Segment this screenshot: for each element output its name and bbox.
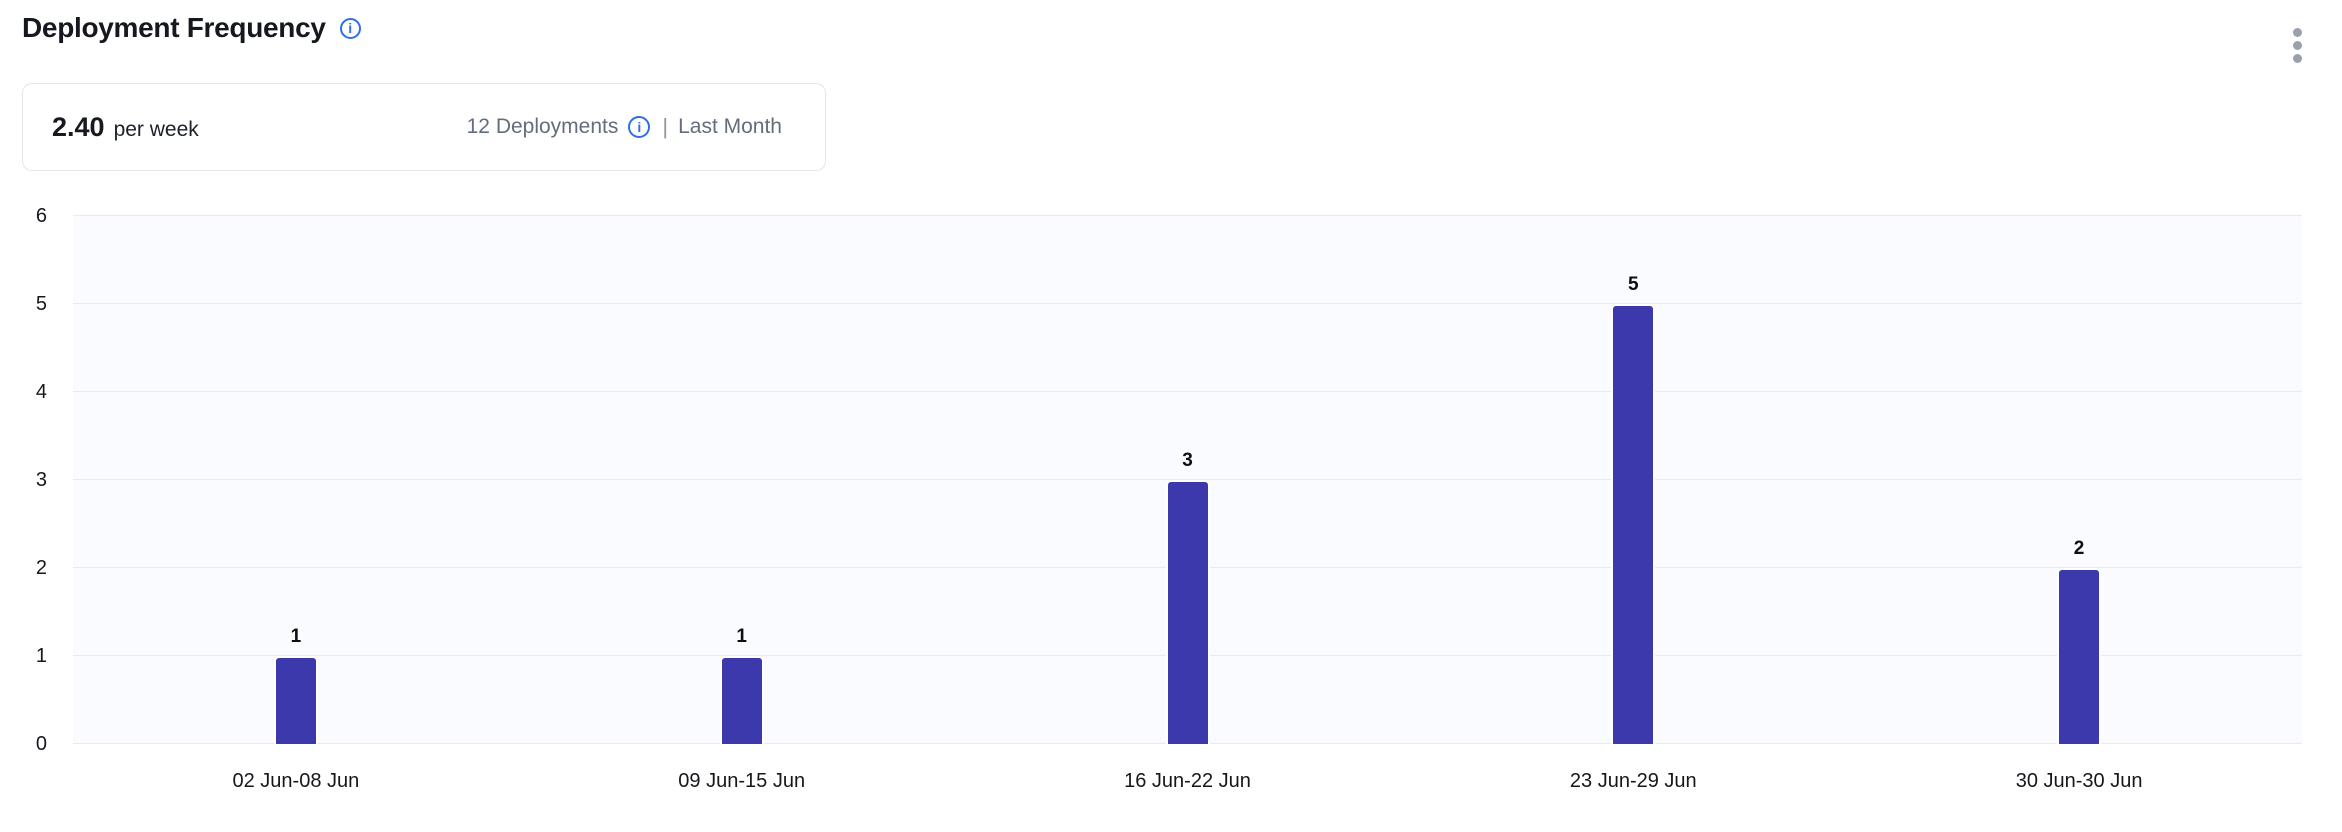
y-tick-label: 5 (35, 293, 47, 315)
bar-value-label: 2 (2073, 538, 2085, 559)
plot-area: 1 1 3 5 2 (73, 215, 2302, 744)
x-axis-label: 09 Jun-15 Jun (678, 770, 806, 792)
bar-value-label: 1 (736, 626, 747, 647)
bar-value-label: 1 (290, 626, 302, 647)
x-axis-label: 02 Jun-08 Jun (232, 770, 360, 792)
bar[interactable] (719, 656, 764, 744)
bar-value-label: 5 (1628, 274, 1639, 295)
gridline (73, 391, 2302, 392)
gridline (73, 303, 2302, 304)
kebab-dot (2293, 41, 2302, 50)
bar-group: 2 (2057, 538, 2102, 744)
metric-value: 2.40 (52, 111, 105, 142)
bar-value-label: 3 (1182, 450, 1193, 471)
y-tick-label: 4 (35, 381, 47, 404)
x-axis-label: 23 Jun-29 Jun (1569, 770, 1697, 792)
bar[interactable] (273, 656, 318, 744)
y-tick-label: 0 (35, 733, 47, 755)
y-axis: 0 1 2 3 4 5 6 (0, 205, 47, 755)
divider: | (662, 114, 669, 139)
y-tick-label: 6 (35, 205, 47, 227)
bar[interactable] (2057, 568, 2102, 744)
gridline (73, 215, 2302, 216)
metric-unit: per week (113, 117, 199, 141)
bar[interactable] (1165, 480, 1210, 744)
y-tick-label: 3 (35, 469, 47, 491)
kebab-dot (2293, 54, 2302, 63)
bar-group: 3 (1165, 450, 1210, 744)
y-tick-label: 2 (35, 557, 47, 580)
summary-card: 2.40 per week 12 Deployments i | Last Mo… (22, 83, 826, 171)
bar-group: 5 (1611, 274, 1656, 744)
gridline (73, 479, 2302, 480)
title-info-icon[interactable]: i (339, 17, 361, 39)
x-axis-label: 30 Jun-30 Jun (2015, 770, 2143, 792)
summary-meta: 12 Deployments i | Last Month (467, 114, 782, 140)
deployments-count: 12 Deployments (466, 115, 619, 138)
kebab-menu-icon[interactable] (2291, 26, 2304, 65)
page-title: Deployment Frequency (22, 12, 326, 43)
summary-metric: 2.40 per week (52, 112, 199, 143)
x-axis-label: 16 Jun-22 Jun (1124, 770, 1251, 792)
bar-group: 1 (273, 626, 318, 744)
bar[interactable] (1611, 304, 1656, 744)
period-label: Last Month (678, 115, 782, 138)
widget-header: Deployment Frequency i (22, 12, 361, 44)
deployments-info-icon[interactable]: i (628, 116, 651, 138)
bar-group: 1 (719, 626, 764, 744)
x-axis: 02 Jun-08 Jun 09 Jun-15 Jun 16 Jun-22 Jun 2… (73, 770, 2302, 796)
kebab-dot (2293, 28, 2302, 37)
y-tick-label: 1 (35, 645, 47, 668)
